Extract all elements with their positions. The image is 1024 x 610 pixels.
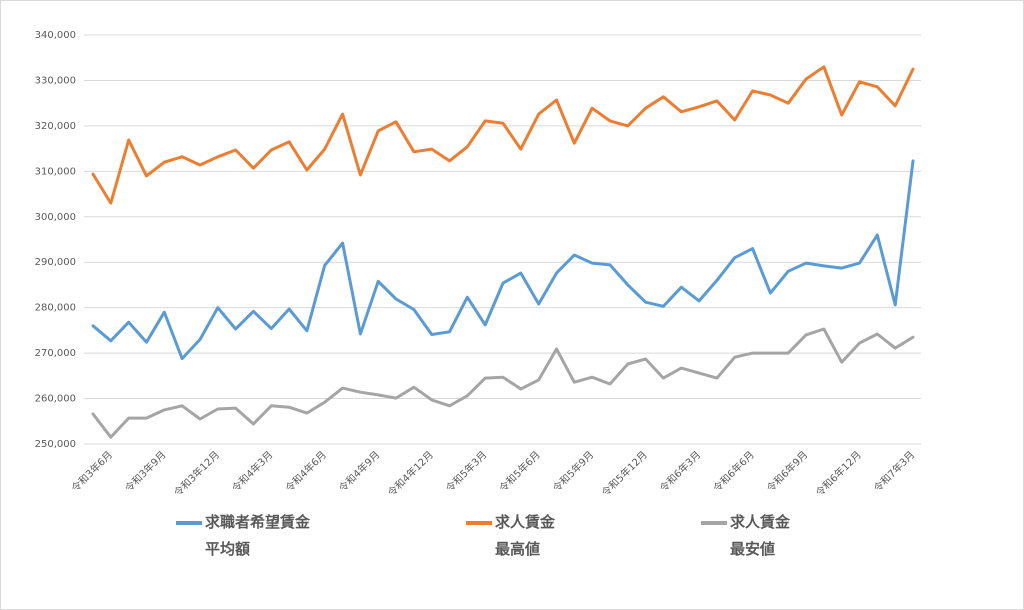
series-line xyxy=(91,159,915,361)
x-tick-label: 令和7年3月 xyxy=(871,448,917,494)
series-line xyxy=(91,327,915,439)
x-tick-label: 令和3年6月 xyxy=(69,448,115,494)
x-tick-label: 令和6年9月 xyxy=(764,448,810,494)
y-tick-label: 250,000 xyxy=(35,439,76,450)
x-tick-label: 令和5年9月 xyxy=(550,448,596,494)
y-tick-label: 320,000 xyxy=(35,121,76,132)
legend-swatch xyxy=(176,521,202,525)
legend-swatch xyxy=(701,521,727,525)
x-tick-label: 令和3年9月 xyxy=(122,448,168,494)
series-line xyxy=(91,65,915,205)
x-tick-label: 令和6年3月 xyxy=(657,448,703,494)
x-tick-label: 令和4年9月 xyxy=(336,448,382,494)
y-tick-label: 270,000 xyxy=(35,348,76,359)
y-tick-label: 280,000 xyxy=(35,303,76,314)
x-tick-label: 令和3年12月 xyxy=(171,448,222,499)
legend-label: 求人賃金 最高値 xyxy=(495,513,556,558)
x-tick-label: 令和4年12月 xyxy=(385,448,436,499)
x-tick-label: 令和4年3月 xyxy=(229,448,275,494)
x-tick-label: 令和5年6月 xyxy=(496,448,542,494)
y-tick-label: 300,000 xyxy=(35,212,76,223)
x-tick-label: 令和6年12月 xyxy=(813,448,864,499)
x-tick-label: 令和4年6月 xyxy=(283,448,329,494)
legend-label: 求職者希望賃金 平均額 xyxy=(205,513,311,558)
legend-label: 求人賃金 最安値 xyxy=(730,513,791,558)
x-tick-label: 令和6年6月 xyxy=(710,448,756,494)
y-tick-label: 310,000 xyxy=(35,166,76,177)
x-tick-label: 令和5年12月 xyxy=(599,448,650,499)
y-tick-label: 340,000 xyxy=(35,30,76,41)
y-tick-label: 260,000 xyxy=(35,394,76,405)
y-tick-label: 290,000 xyxy=(35,257,76,268)
x-tick-label: 令和5年3月 xyxy=(443,448,489,494)
y-tick-label: 330,000 xyxy=(35,75,76,86)
legend-swatch xyxy=(466,521,492,525)
